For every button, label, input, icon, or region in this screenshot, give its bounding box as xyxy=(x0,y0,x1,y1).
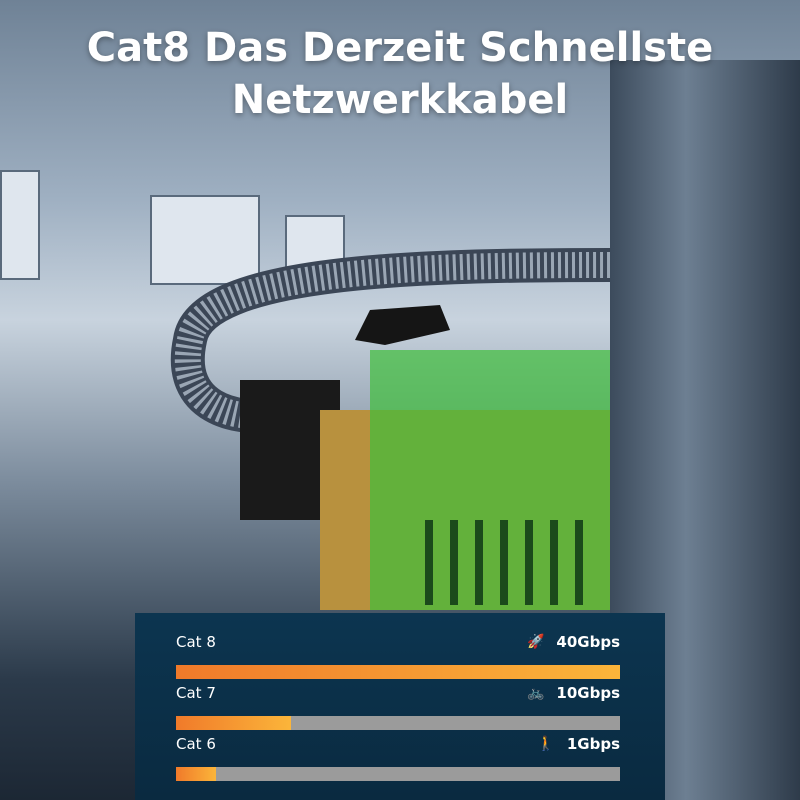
rocket-icon: 🚀 xyxy=(526,634,545,650)
speed-bar-track xyxy=(176,767,620,781)
speed-comparison-panel: Cat 8 🚀 40Gbps Cat 7 🚲 10Gbps Cat 6 🚶 1Gbps xyxy=(135,613,665,800)
bicycle-icon: 🚲 xyxy=(526,685,545,701)
speed-bar-fill xyxy=(176,716,292,730)
speed-value: 40Gbps xyxy=(556,633,620,651)
category-label: Cat 6 xyxy=(176,735,216,753)
category-label: Cat 8 xyxy=(176,633,216,651)
server-port xyxy=(0,170,40,280)
speed-value: 1Gbps xyxy=(566,735,620,753)
server-port xyxy=(150,195,260,285)
headline-line-1: Cat8 Das Derzeit Schnellste xyxy=(86,25,714,71)
category-label: Cat 7 xyxy=(176,684,216,702)
speed-bar-track xyxy=(176,665,620,679)
speed-bar-track xyxy=(176,716,620,730)
walking-person-icon: 🚶 xyxy=(537,736,555,752)
connector-green-clip xyxy=(370,350,610,610)
headline: Cat8 Das Derzeit Schnellste Netzwerkkabe… xyxy=(0,22,800,126)
speed-bar-fill xyxy=(176,665,620,679)
speed-value: 10Gbps xyxy=(556,684,620,702)
speed-bar-fill xyxy=(176,767,216,781)
headline-line-2: Netzwerkkabel xyxy=(231,77,569,123)
